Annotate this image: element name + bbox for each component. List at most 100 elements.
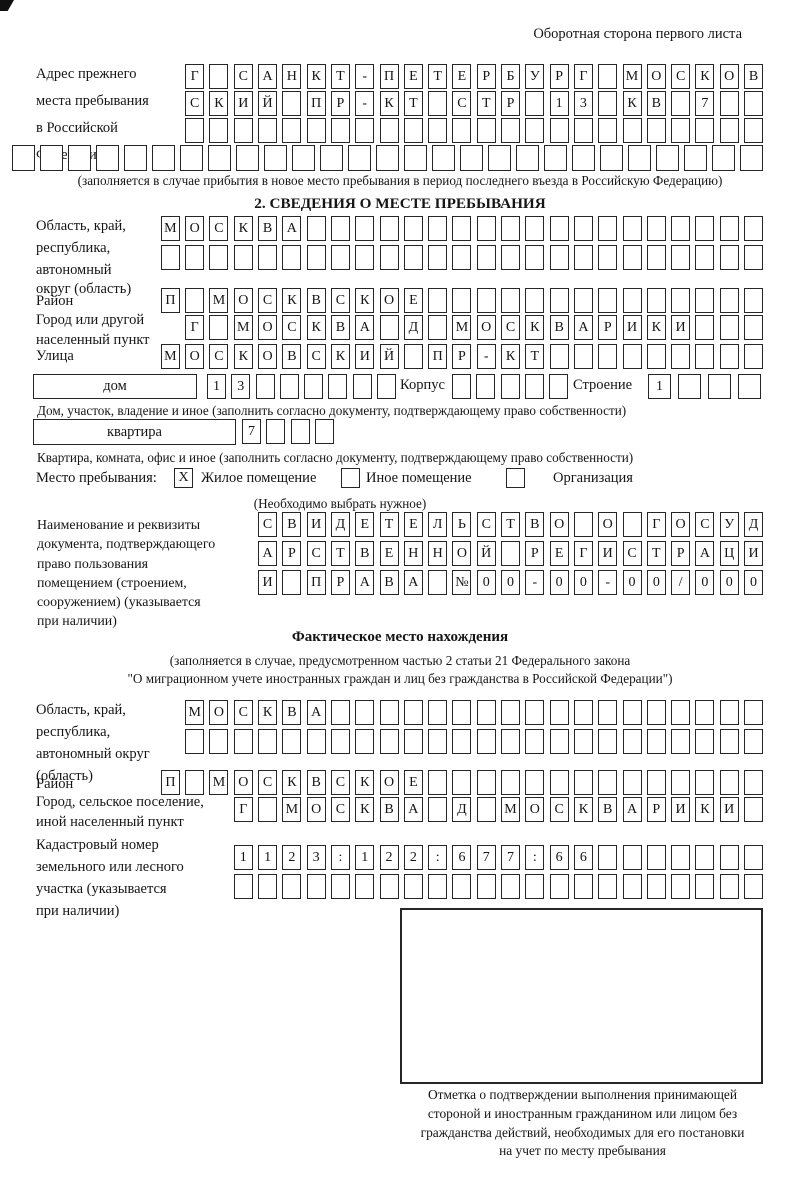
char-cell[interactable] [282, 245, 302, 270]
char-cell[interactable]: В [598, 797, 618, 822]
char-cell[interactable] [452, 288, 472, 313]
char-cell[interactable]: - [598, 570, 618, 595]
char-cell[interactable]: С [185, 91, 205, 116]
char-cell[interactable]: В [379, 570, 399, 595]
char-cell[interactable] [549, 288, 569, 313]
char-cell[interactable] [180, 145, 203, 171]
char-cell[interactable]: : [330, 845, 350, 870]
char-cell[interactable] [744, 118, 763, 143]
char-cell[interactable]: Е [403, 770, 423, 795]
char-cell[interactable] [500, 374, 520, 399]
char-cell[interactable] [646, 288, 666, 313]
char-cell[interactable] [12, 145, 35, 171]
char-cell[interactable] [452, 216, 472, 241]
char-cell[interactable] [304, 374, 324, 399]
char-cell[interactable] [695, 216, 715, 241]
char-cell[interactable]: 2 [282, 845, 302, 870]
char-cell[interactable]: 6 [549, 845, 569, 870]
char-cell[interactable] [501, 729, 521, 754]
char-cell[interactable] [330, 874, 350, 899]
char-cell[interactable]: П [306, 570, 326, 595]
char-cell[interactable] [719, 245, 739, 270]
char-cell[interactable] [185, 245, 205, 270]
char-cell[interactable] [306, 216, 326, 241]
actual-region-row2[interactable] [185, 729, 763, 754]
char-cell[interactable]: 0 [744, 570, 763, 595]
char-cell[interactable]: Е [355, 512, 375, 537]
char-cell[interactable] [695, 874, 715, 899]
char-cell[interactable]: 3 [573, 91, 593, 116]
char-cell[interactable]: В [306, 288, 326, 313]
char-cell[interactable] [233, 118, 253, 143]
char-cell[interactable]: К [695, 797, 715, 822]
char-cell[interactable] [404, 145, 427, 171]
char-cell[interactable] [525, 91, 545, 116]
char-cell[interactable]: К [355, 770, 375, 795]
char-cell[interactable]: П [379, 64, 399, 89]
char-cell[interactable] [622, 512, 642, 537]
char-cell[interactable] [671, 700, 691, 725]
char-cell[interactable] [452, 770, 472, 795]
char-cell[interactable]: О [379, 770, 399, 795]
char-cell[interactable] [306, 874, 326, 899]
char-cell[interactable]: 7 [242, 419, 261, 444]
char-cell[interactable]: 0 [573, 570, 593, 595]
char-cell[interactable]: К [525, 315, 545, 340]
prev-address-row4[interactable] [12, 145, 763, 171]
char-cell[interactable] [379, 874, 399, 899]
char-cell[interactable]: 1 [233, 845, 253, 870]
char-cell[interactable]: С [233, 64, 253, 89]
char-cell[interactable]: С [549, 797, 569, 822]
char-cell[interactable]: Р [646, 797, 666, 822]
char-cell[interactable] [379, 216, 399, 241]
char-cell[interactable]: Л [428, 512, 448, 537]
char-cell[interactable]: Т [403, 91, 423, 116]
char-cell[interactable] [549, 245, 569, 270]
char-cell[interactable] [379, 729, 399, 754]
char-cell[interactable]: Н [428, 541, 448, 566]
char-cell[interactable] [328, 374, 348, 399]
char-cell[interactable]: И [671, 797, 691, 822]
char-cell[interactable]: Т [501, 512, 521, 537]
char-cell[interactable]: Р [598, 315, 618, 340]
char-cell[interactable] [549, 216, 569, 241]
char-cell[interactable] [476, 374, 496, 399]
korpus-cells[interactable] [452, 374, 569, 399]
stay-type-checkbox-organization[interactable] [506, 468, 525, 488]
char-cell[interactable] [379, 118, 399, 143]
char-cell[interactable] [476, 700, 496, 725]
char-cell[interactable]: 1 [549, 91, 569, 116]
char-cell[interactable] [290, 419, 310, 444]
char-cell[interactable]: : [428, 845, 448, 870]
char-cell[interactable]: И [598, 541, 618, 566]
char-cell[interactable] [572, 145, 595, 171]
char-cell[interactable] [646, 770, 666, 795]
char-cell[interactable]: С [209, 216, 229, 241]
char-cell[interactable]: А [403, 570, 423, 595]
char-cell[interactable] [573, 118, 593, 143]
char-cell[interactable] [622, 245, 642, 270]
stay-type-checkbox-residential[interactable]: X [174, 468, 193, 488]
char-cell[interactable] [671, 770, 691, 795]
char-cell[interactable] [306, 118, 326, 143]
char-cell[interactable]: 0 [622, 570, 642, 595]
char-cell[interactable]: Г [185, 64, 205, 89]
char-cell[interactable] [744, 344, 763, 369]
char-cell[interactable]: / [671, 570, 691, 595]
char-cell[interactable] [279, 374, 299, 399]
char-cell[interactable]: К [233, 216, 253, 241]
char-cell[interactable] [744, 315, 763, 340]
char-cell[interactable]: К [355, 288, 375, 313]
char-cell[interactable] [744, 729, 763, 754]
char-cell[interactable]: К [330, 344, 350, 369]
char-cell[interactable]: К [233, 344, 253, 369]
char-cell[interactable]: Г [573, 64, 593, 89]
char-cell[interactable] [330, 118, 350, 143]
char-cell[interactable]: О [379, 288, 399, 313]
char-cell[interactable] [282, 729, 302, 754]
char-cell[interactable]: 1 [258, 845, 278, 870]
